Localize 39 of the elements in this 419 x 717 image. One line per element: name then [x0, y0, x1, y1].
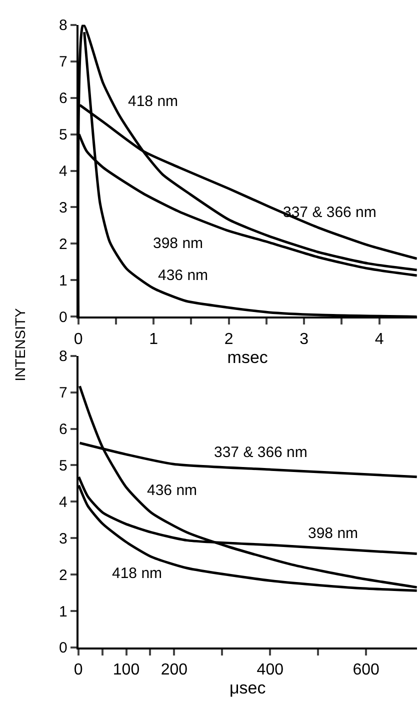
y-tick-label: 3 [58, 530, 68, 548]
y-tick-label: 5 [58, 126, 68, 144]
y-tick-label: 7 [58, 384, 68, 402]
series-label: 436 nm [158, 267, 208, 284]
y-tick-label: 2 [58, 566, 68, 584]
series-label: 337 & 366 nm [214, 444, 308, 461]
y-tick-label: 1 [58, 272, 68, 290]
y-tick-label: 6 [58, 90, 68, 108]
x-tick-label: 100 [112, 662, 140, 679]
y-tick-label: 2 [58, 236, 68, 253]
y-tick-label: 5 [58, 457, 68, 474]
series-label: 337 & 366 nm [283, 204, 376, 221]
x-axis-title: msec [227, 348, 268, 367]
y-tick-label: 6 [58, 421, 68, 438]
y-tick-label: 4 [58, 163, 68, 180]
y-axis-title: INTENSITY [12, 307, 28, 382]
series-label: 398 nm [153, 235, 204, 252]
series-label: 418 nm [128, 93, 178, 110]
series-label: 398 nm [308, 525, 358, 542]
y-tick-label: 0 [58, 640, 68, 657]
x-tick-label: 3 [300, 330, 309, 348]
y-tick-label: 4 [58, 494, 68, 511]
y-tick-label: 3 [58, 199, 68, 216]
x-tick-label: 0 [74, 330, 83, 348]
y-tick-label: 7 [58, 54, 68, 71]
series-label: 436 nm [147, 482, 198, 499]
x-tick-label: 600 [352, 662, 380, 679]
x-tick-label: 4 [374, 330, 384, 348]
y-tick-label: 0 [58, 308, 68, 326]
x-axis-title: μsec [229, 678, 266, 698]
x-tick-label: 400 [256, 662, 284, 679]
x-tick-label: 1 [149, 330, 158, 348]
x-tick-label: 200 [160, 662, 188, 679]
y-tick-label: 1 [58, 603, 68, 620]
y-tick-label: 8 [58, 17, 68, 34]
x-tick-label: 2 [224, 330, 234, 348]
x-tick-label: 0 [74, 662, 83, 679]
series-label: 418 nm [112, 565, 162, 582]
y-tick-label: 8 [58, 348, 68, 366]
